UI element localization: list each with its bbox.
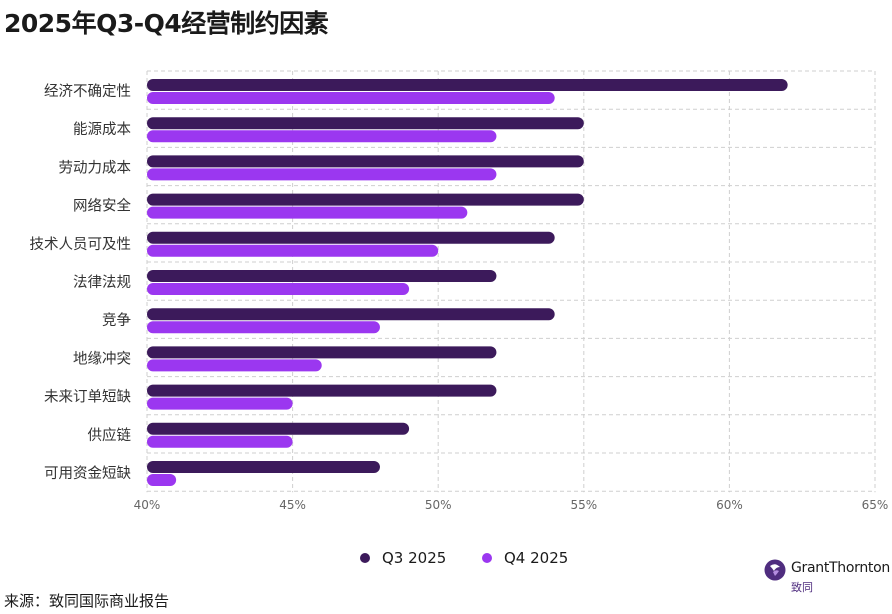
category-label: 供应链 [88, 426, 132, 444]
bar-q3 [147, 270, 497, 282]
bars [147, 79, 788, 486]
x-tick-label: 55% [570, 498, 597, 512]
bar-q3 [147, 231, 555, 244]
legend-label-q3: Q3 2025 [382, 549, 447, 567]
category-label: 法律法规 [73, 274, 131, 291]
bar-q4 [147, 359, 322, 372]
legend-label-q4: Q4 2025 [504, 549, 569, 567]
bar-q3 [147, 193, 584, 206]
source-note: 来源：致同国际商业报告 [4, 592, 170, 610]
bar-q3 [147, 117, 584, 130]
category-label: 可用资金短缺 [44, 465, 131, 482]
category-label: 能源成本 [73, 121, 131, 138]
x-tick-label: 45% [279, 498, 306, 512]
chart-title: 2025年Q3-Q4经营制约因素 [4, 9, 329, 38]
logo-sub-wordmark: 致同 [791, 581, 813, 594]
legend-item-q3[interactable]: Q3 2025 [360, 549, 446, 567]
x-tick-label: 50% [425, 498, 452, 512]
bar-q4 [147, 283, 410, 295]
x-tick-label: 60% [716, 498, 743, 512]
x-axis-ticks: 40% 45% 50% 55% 60% 65% [134, 498, 889, 512]
x-tick-label: 65% [862, 498, 889, 512]
bar-q3 [147, 461, 380, 473]
category-label: 劳动力成本 [59, 159, 132, 176]
bar-q3 [147, 155, 584, 168]
bar-q3 [147, 346, 497, 359]
category-label: 技术人员可及性 [30, 236, 132, 253]
category-label: 未来订单短缺 [44, 389, 131, 406]
x-tick-label: 40% [134, 498, 161, 512]
bar-q3 [147, 422, 410, 435]
category-label: 网络安全 [73, 197, 131, 215]
logo-wordmark: GrantThornton [791, 560, 890, 576]
bar-q4 [147, 435, 293, 448]
legend: Q3 2025 Q4 2025 [0, 549, 892, 571]
bar-q4 [147, 168, 497, 181]
category-label: 地缘冲突 [73, 350, 131, 367]
legend-swatch-q3 [360, 553, 370, 563]
bar-q3 [147, 384, 497, 397]
category-labels: 经济不确定性能源成本劳动力成本网络安全技术人员可及性法律法规竞争地缘冲突未来订单… [30, 83, 132, 482]
grant-thornton-logo: GrantThornton 致同 [764, 557, 890, 597]
bar-q4 [147, 206, 468, 219]
bar-q3 [147, 308, 555, 321]
bar-chart: 经济不确定性能源成本劳动力成本网络安全技术人员可及性法律法规竞争地缘冲突未来订单… [30, 70, 889, 512]
bar-q4 [147, 474, 177, 486]
bar-q4 [147, 321, 380, 334]
category-label: 经济不确定性 [44, 83, 131, 100]
bar-q3 [147, 79, 788, 91]
category-label: 竞争 [102, 311, 131, 329]
bar-q4 [147, 244, 439, 257]
grant-thornton-logo-icon [764, 559, 786, 581]
bar-q4 [147, 397, 293, 410]
legend-item-q4[interactable]: Q4 2025 [482, 549, 568, 567]
bar-q4 [147, 92, 555, 104]
legend-swatch-q4 [482, 553, 492, 563]
bar-q4 [147, 130, 497, 143]
